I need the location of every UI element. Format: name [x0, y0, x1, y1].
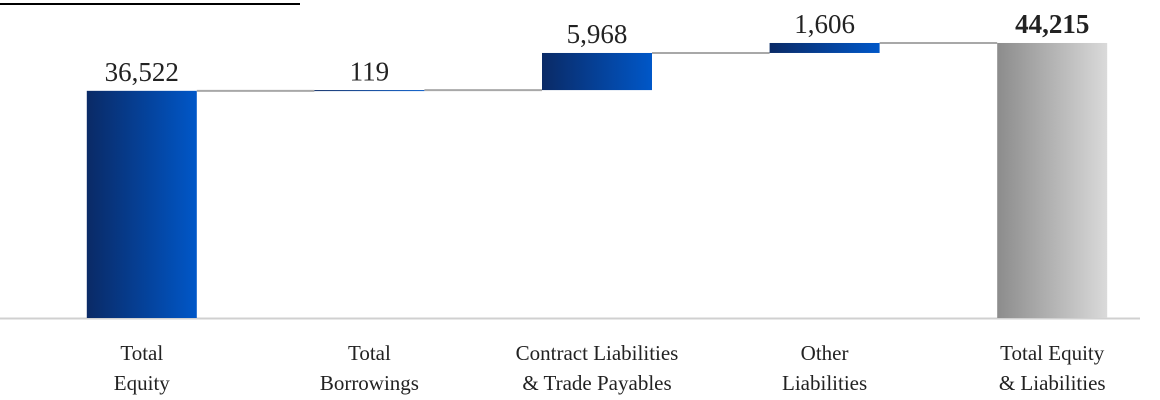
- x-tick-label: Total: [120, 341, 163, 365]
- bar: [769, 42, 880, 53]
- bar: [542, 52, 652, 91]
- x-tick-label: Borrowings: [320, 371, 419, 395]
- x-tick-label: & Liabilities: [999, 371, 1106, 395]
- bar: [314, 90, 425, 92]
- x-tick-label: Contract Liabilities: [516, 341, 679, 365]
- x-tick-label: Other: [801, 341, 849, 365]
- value-label: 36,522: [105, 57, 179, 87]
- x-tick-label: Total: [348, 341, 391, 365]
- value-label: 119: [350, 56, 390, 86]
- bar: [86, 90, 197, 318]
- bar: [997, 42, 1108, 319]
- value-label: 1,606: [794, 9, 855, 39]
- value-label: 44,215: [1015, 9, 1089, 39]
- x-tick-label: Total Equity: [1000, 341, 1105, 365]
- x-tick-label: Liabilities: [782, 371, 867, 395]
- value-label: 5,968: [567, 19, 628, 49]
- x-tick-label: & Trade Payables: [522, 371, 671, 395]
- x-tick-label: Equity: [114, 371, 170, 395]
